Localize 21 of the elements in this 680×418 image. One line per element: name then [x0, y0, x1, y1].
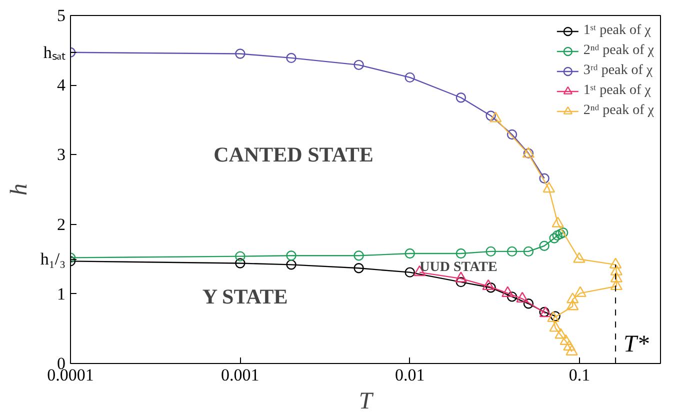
x-tick-label: 0.001	[221, 366, 260, 384]
annotation: Y STATE	[202, 284, 288, 308]
y-tick-label: 1	[57, 284, 66, 304]
annotation: CANTED STATE	[214, 142, 374, 166]
ref-line-label: T*	[624, 332, 649, 358]
y-tick-label: 4	[57, 76, 66, 95]
legend-label: 3ʳᵈ peak of χ	[583, 62, 653, 80]
y-tick-label: h₁/₃	[40, 250, 66, 269]
x-axis-title: T	[358, 388, 374, 414]
y-tick-label: hₛₐₜ	[43, 42, 66, 62]
legend-label: 1ˢᵗ peak of χ	[583, 82, 651, 100]
y-axis-title: h	[6, 184, 32, 196]
y-tick-label: 5	[57, 6, 66, 25]
y-tick-label: 3	[57, 145, 66, 164]
x-tick-label: 0.01	[394, 366, 425, 384]
y-tick-label: 2	[57, 214, 66, 234]
legend-label: 1ˢᵗ peak of χ	[583, 22, 651, 40]
annotation: UUD STATE	[420, 260, 498, 275]
legend-label: 2ⁿᵈ peak of χ	[583, 42, 654, 60]
x-tick-label: 0.1	[568, 366, 590, 384]
legend-label: 2ⁿᵈ peak of χ	[583, 102, 654, 120]
